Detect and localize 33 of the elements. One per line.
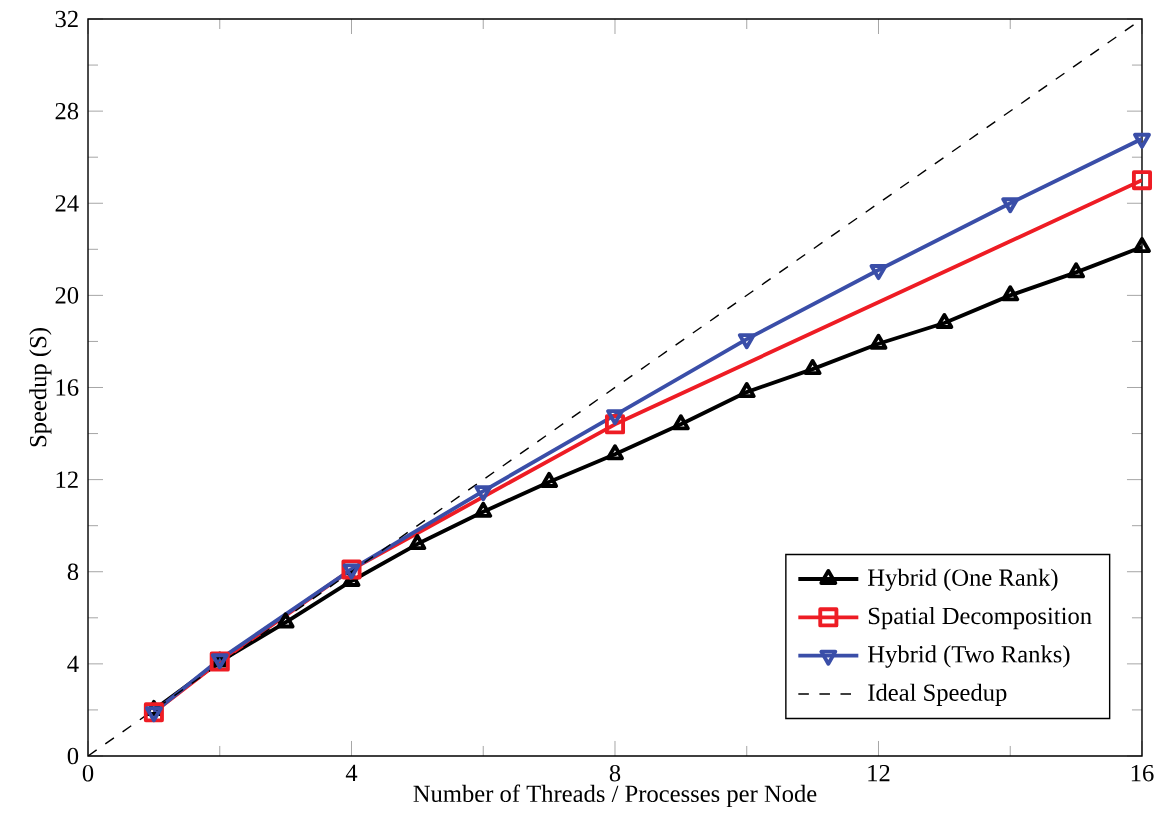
point	[276, 612, 295, 629]
point	[869, 333, 888, 350]
point	[540, 471, 559, 488]
legend-label: Spatial Decomposition	[868, 606, 1092, 630]
y-tick-label: 20	[55, 287, 79, 304]
point	[1133, 236, 1151, 253]
legend-label: Hybrid (One Rank)	[868, 568, 1058, 591]
point	[737, 382, 756, 399]
legend-label: Ideal Speedup	[868, 683, 1007, 706]
y-tick-label: 28	[55, 102, 79, 120]
point	[1067, 262, 1086, 279]
x-tick-label: 8	[609, 764, 621, 782]
point	[671, 414, 690, 431]
y-tick-label: 0	[67, 747, 79, 765]
legend-label: Hybrid (Two Ranks)	[868, 645, 1070, 668]
y-tick-label: 32	[55, 10, 78, 28]
point	[935, 312, 954, 329]
x-tick-label: 16	[1131, 764, 1154, 782]
y-tick-label: 8	[67, 563, 79, 581]
y-tick-label: 16	[56, 379, 79, 396]
y-tick-label: 4	[67, 655, 79, 672]
y-axis-title: Speedup (S)	[29, 328, 52, 447]
y-tick-label: 12	[56, 471, 78, 488]
point	[408, 534, 427, 551]
x-tick-label: 12	[868, 764, 890, 782]
point	[803, 359, 822, 376]
x-tick-label: 4	[345, 764, 358, 782]
x-tick-label: 0	[82, 764, 94, 782]
point	[474, 501, 493, 518]
x-axis-title: Number of Threads / Processes per Node	[413, 784, 817, 808]
point	[606, 444, 624, 461]
y-tick-label: 24	[55, 195, 79, 212]
point	[1001, 285, 1020, 302]
